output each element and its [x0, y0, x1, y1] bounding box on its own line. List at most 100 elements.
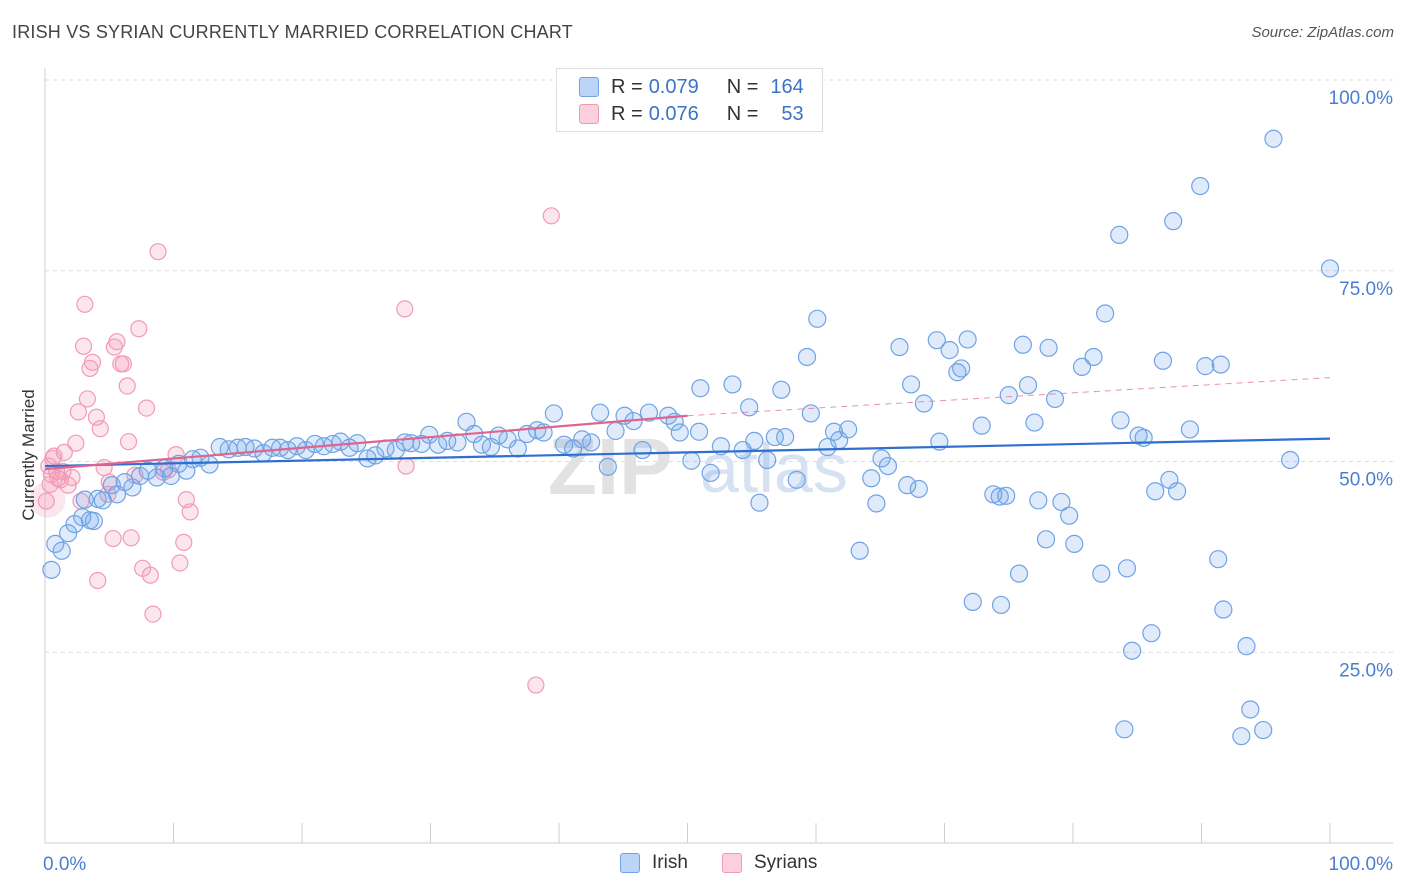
irish-point [296, 440, 315, 460]
syrians-point [144, 605, 162, 623]
syrians-n-value: 53 [781, 102, 804, 125]
legend-item-irish: Irish [620, 852, 688, 874]
syrians-n-label: N = [726, 102, 759, 125]
irish-point [862, 469, 881, 488]
syrians-trend-extension [687, 377, 1331, 417]
irish-point [1117, 559, 1137, 578]
irish-point [582, 433, 601, 452]
irish-point [952, 359, 971, 378]
irish-n-value: 164 [770, 75, 804, 98]
irish-point [65, 514, 84, 534]
irish-point [682, 451, 701, 470]
syrians-legend-swatch [722, 853, 742, 873]
irish-point [1237, 637, 1256, 656]
irish-point [1065, 534, 1084, 554]
irish-point [1167, 482, 1187, 501]
irish-point [1191, 176, 1210, 196]
irish-point [797, 347, 817, 367]
syrians-swatch [579, 104, 599, 124]
irish-point [1214, 600, 1233, 619]
syrians-r-value: 0.076 [648, 102, 699, 125]
irish-point [1072, 357, 1092, 376]
irish-point [872, 449, 891, 468]
syrians-point [130, 320, 148, 338]
irish-point [448, 433, 467, 452]
watermark-atlas: atlas [700, 429, 848, 507]
stats-legend: R = 0.079 N = 164 R = 0.076 N = 53 [556, 68, 823, 132]
irish-point [1052, 492, 1071, 512]
irish-point [850, 541, 869, 560]
irish-point [940, 341, 959, 360]
irish-point [787, 470, 806, 489]
irish-point [1009, 564, 1029, 583]
syrians-point [63, 468, 81, 487]
irish-point [591, 403, 610, 422]
irish-point [1045, 389, 1065, 409]
irish-point [287, 437, 306, 456]
irish-point [740, 398, 759, 417]
syrians-point [397, 457, 415, 475]
syrians-point [149, 243, 167, 261]
irish-point [1013, 335, 1032, 354]
syrians-point [74, 337, 93, 355]
irish-point [898, 476, 917, 495]
syrians-point [91, 420, 109, 438]
irish-point [420, 425, 439, 444]
irish-point [1146, 482, 1165, 501]
irish-point [723, 375, 742, 394]
irish-point [639, 403, 659, 422]
syrians-point [527, 676, 545, 694]
irish-point [1153, 351, 1173, 370]
syrians-point [175, 533, 193, 551]
irish-point [914, 394, 934, 413]
syrians-point [69, 403, 88, 421]
syrians-point [119, 433, 138, 451]
legend-item-syrians: Syrians [722, 852, 817, 874]
syrians-point [141, 566, 159, 584]
irish-point [890, 337, 909, 357]
irish-legend-swatch [620, 853, 640, 873]
syrians-point [78, 390, 97, 408]
irish-point [1281, 450, 1300, 470]
irish-point [801, 404, 820, 423]
irish-legend-label: Irish [652, 852, 688, 873]
syrians-point [55, 443, 73, 461]
syrians-point [104, 529, 122, 548]
x-tick-label: 0.0% [43, 854, 86, 875]
irish-point [1115, 720, 1134, 739]
syrians-point [171, 554, 189, 572]
irish-point [84, 511, 103, 531]
irish-r-label: R = [611, 75, 643, 98]
irish-point [670, 423, 689, 442]
irish-n-label: N = [726, 75, 759, 98]
irish-point [1036, 530, 1056, 549]
irish-point [544, 404, 563, 423]
irish-point [691, 379, 710, 398]
legend-row-irish: R = 0.079 N = 164 [579, 75, 804, 99]
irish-point [1084, 347, 1103, 367]
syrians-point [67, 434, 85, 452]
syrians-point [95, 459, 113, 477]
source-label: Source: ZipAtlas.com [1251, 24, 1394, 41]
irish-point [776, 427, 795, 447]
irish-point [263, 438, 282, 457]
irish-point [1029, 491, 1048, 510]
syrians-point [89, 571, 107, 590]
irish-point [772, 380, 791, 399]
irish-point [1123, 641, 1142, 660]
irish-point [633, 440, 652, 460]
irish-point [1211, 355, 1230, 374]
syrians-point [108, 333, 126, 351]
irish-point [46, 534, 65, 554]
irish-point [555, 435, 574, 454]
irish-point [878, 456, 898, 476]
irish-point [745, 431, 764, 450]
irish-point [909, 479, 928, 499]
irish-point [1142, 624, 1161, 643]
y-tick-label: 25.0% [1339, 660, 1393, 681]
syrians-r-label: R = [611, 102, 643, 125]
irish-point [867, 494, 886, 513]
irish-trend-line [44, 437, 1331, 468]
irish-point [42, 560, 61, 579]
